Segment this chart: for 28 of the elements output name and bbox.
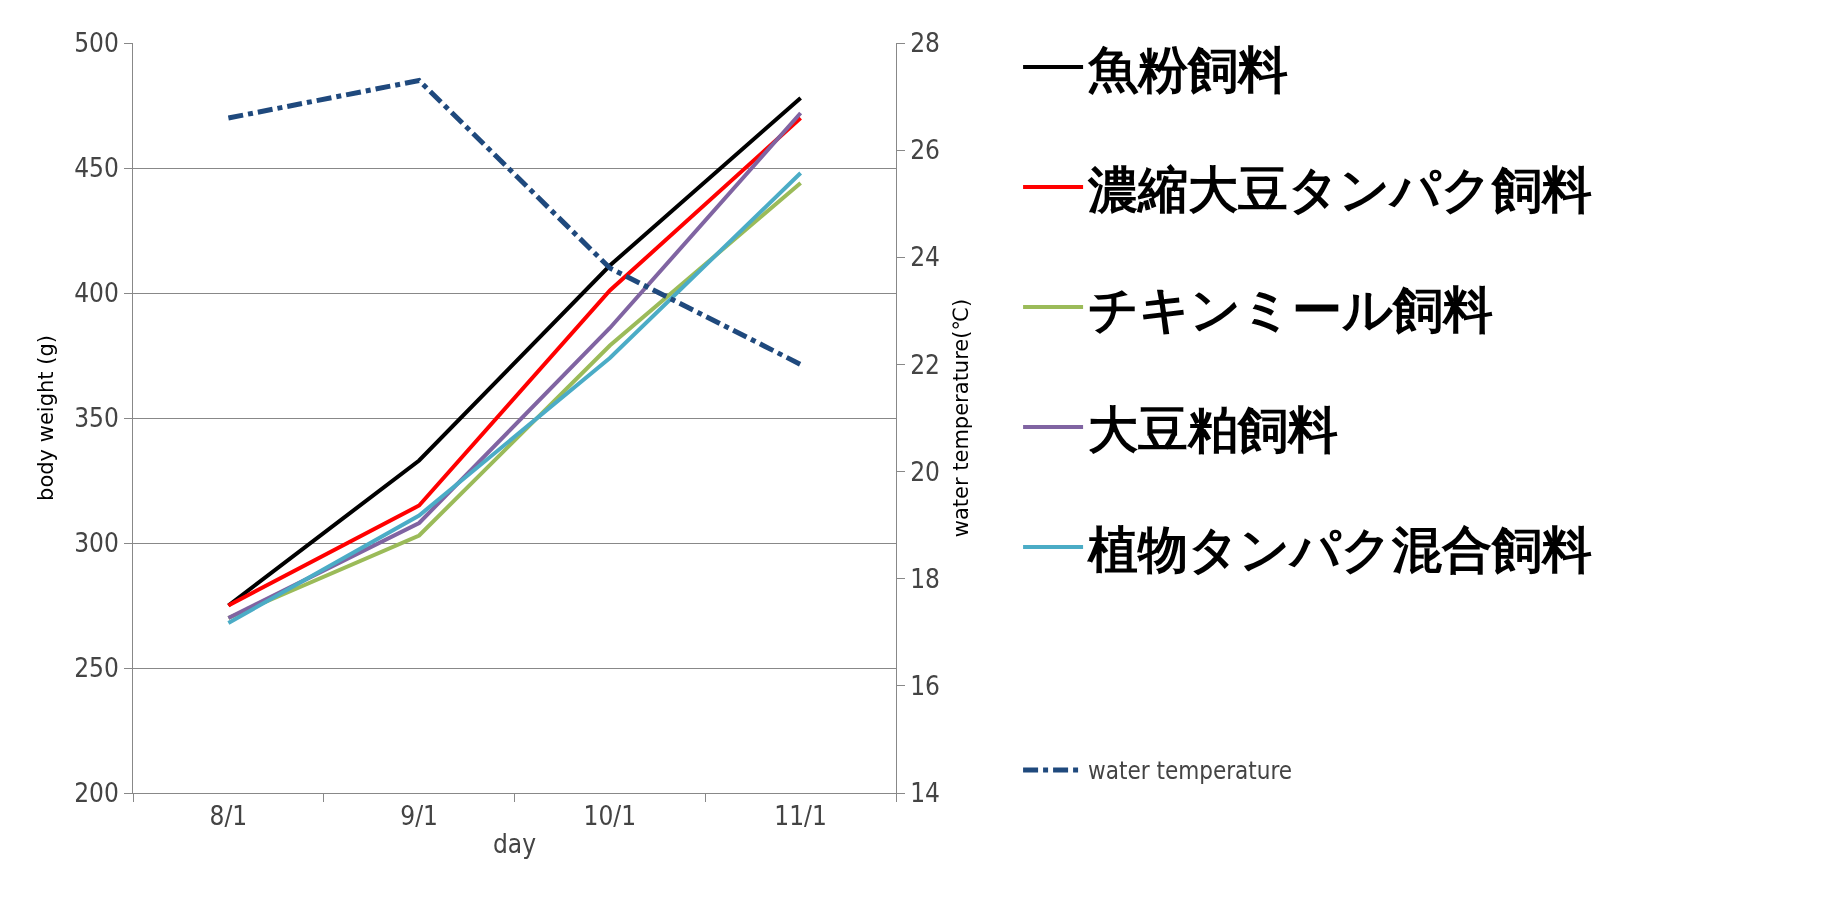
y2-tick-label: 28 xyxy=(910,28,940,59)
x-tick-label: 9/1 xyxy=(400,801,438,832)
y2-tick-label: 26 xyxy=(910,135,940,166)
y-tick-label: 450 xyxy=(74,153,119,184)
y2-tick-label: 22 xyxy=(910,349,940,380)
x-tick-label: 11/1 xyxy=(774,801,827,832)
x-axis-title: day xyxy=(492,828,537,859)
y-tick-label: 200 xyxy=(74,778,119,809)
y-axis-title: body weight (g) xyxy=(34,335,59,501)
y2-tick-label: 20 xyxy=(910,456,940,487)
legend-label: 濃縮大豆タンパク飼料 xyxy=(1087,160,1593,219)
y2-tick-label: 18 xyxy=(910,563,940,594)
y-tick-label: 500 xyxy=(74,28,119,59)
legend-label: 大豆粕飼料 xyxy=(1088,400,1339,459)
x-tick-label: 10/1 xyxy=(583,801,637,832)
legend-label: water temperature xyxy=(1088,757,1293,786)
y2-axis-title: water temperature(℃) xyxy=(949,298,974,538)
y2-tick-label: 16 xyxy=(910,670,940,701)
y-tick-label: 250 xyxy=(74,653,119,684)
y2-tick-label: 14 xyxy=(910,778,940,809)
legend-label: チキンミール飼料 xyxy=(1088,280,1494,339)
x-tick-label: 8/1 xyxy=(209,801,248,832)
y2-tick-label: 24 xyxy=(910,242,940,273)
y-tick-label: 350 xyxy=(74,403,119,434)
y-tick-label: 300 xyxy=(74,528,119,559)
legend-label: 魚粉飼料 xyxy=(1087,40,1289,99)
y-tick-label: 400 xyxy=(74,278,119,309)
legend-label: 植物タンパク混合飼料 xyxy=(1086,520,1593,579)
